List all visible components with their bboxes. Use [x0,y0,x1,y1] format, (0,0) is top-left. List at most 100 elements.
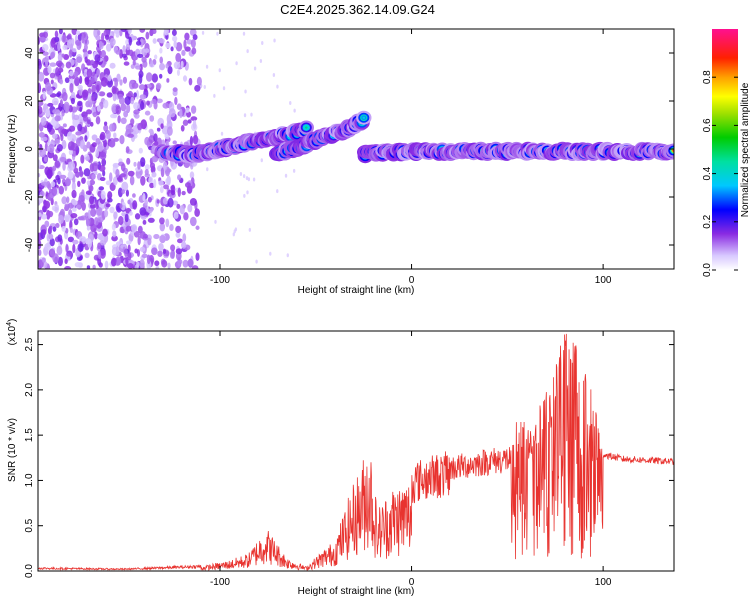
noise-speckle [173,61,181,70]
noise-speckle [64,215,70,223]
noise-speckle [68,161,76,171]
noise-speckle [86,141,91,149]
noise-speckle [98,91,106,97]
noise-speckle [38,36,41,45]
noise-speckle [135,65,141,70]
noise-speckle [78,235,86,242]
noise-speckle [114,77,119,88]
noise-speckle [77,243,84,252]
y-tick-label: 40 [24,47,35,59]
noise-speckle [165,218,170,228]
noise-speckle [103,121,108,126]
noise-speckle [90,59,94,65]
noise-speckle [48,143,55,154]
noise-speckle [146,254,151,265]
noise-speckle [89,195,95,205]
noise-speckle [90,77,96,84]
noise-speckle [115,245,120,256]
noise-speckle [139,101,145,111]
noise-speckle [150,60,154,68]
noise-speckle [84,56,88,64]
y-tick-label: 2.0 [24,382,35,396]
noise-speckle [192,34,198,41]
noise-speckle [59,99,64,108]
noise-speckle [64,77,70,84]
noise-speckle [75,149,79,156]
noise-speckle [65,243,69,254]
noise-speckle [203,84,206,89]
noise-speckle [98,145,105,150]
noise-speckle [64,178,71,186]
noise-speckle [84,76,90,86]
noise-speckle [57,42,61,52]
noise-speckle [117,215,124,226]
noise-speckle [247,177,251,182]
noise-speckle [148,176,154,185]
noise-speckle [59,174,67,180]
noise-speckle [133,55,138,61]
noise-speckle [159,62,166,71]
noise-speckle [62,161,66,171]
noise-speckle [132,193,136,198]
noise-speckle [127,170,135,177]
noise-speckle [135,89,139,100]
noise-speckle [80,154,85,164]
noise-speckle [121,189,126,195]
noise-speckle [201,30,205,35]
noise-speckle [96,68,101,76]
noise-speckle [115,105,121,115]
noise-speckle [139,94,147,100]
spectrogram-y-label: Frequency (Hz) [7,115,18,184]
noise-speckle [161,259,168,268]
noise-speckle [142,192,146,202]
noise-speckle [104,260,109,269]
noise-speckle [273,38,276,43]
noise-speckle [214,219,217,224]
noise-speckle [42,261,48,269]
noise-speckle [159,38,165,44]
snr-panel: -100 0 100 0.0 0.5 1.0 1.5 2.0 2.5 Height of str… [6,319,675,597]
snr-multiplier-base: (x10 [7,325,18,345]
noise-speckle [81,202,86,211]
noise-speckle [184,46,191,52]
noise-speckle [56,245,63,256]
noise-speckle [182,75,188,82]
noise-speckle [77,84,83,90]
noise-speckle [127,262,134,269]
noise-speckle [44,166,50,176]
noise-speckle [184,182,191,188]
noise-speckle [121,212,126,217]
noise-speckle [151,98,157,105]
noise-speckle [61,34,67,43]
noise-speckle [38,132,45,138]
noise-speckle [126,103,131,114]
noise-speckle [213,93,216,98]
noise-speckle [69,70,74,77]
noise-speckle [44,57,49,67]
noise-speckle [131,223,138,233]
noise-speckle [52,165,57,172]
noise-speckle [119,226,125,233]
noise-speckle [100,50,106,58]
noise-speckle [133,92,137,98]
snr-frame [37,330,675,572]
noise-speckle [169,250,175,259]
noise-speckle [108,123,115,132]
noise-speckle [86,265,91,269]
noise-speckle [90,208,97,217]
noise-speckle [152,38,157,44]
noise-speckle [42,31,49,39]
noise-speckle [43,156,48,163]
noise-speckle [38,172,41,178]
noise-speckle [186,111,192,118]
spectrogram-image [38,29,674,269]
noise-speckle [48,233,54,240]
noise-speckle [98,186,105,191]
noise-speckle [133,109,140,115]
noise-speckle [139,207,147,216]
spectrogram-x-label: Height of straight line (km) [298,285,415,296]
noise-speckle [91,134,98,141]
noise-speckle [51,97,59,106]
noise-speckle [106,92,113,98]
noise-speckle [144,48,150,53]
